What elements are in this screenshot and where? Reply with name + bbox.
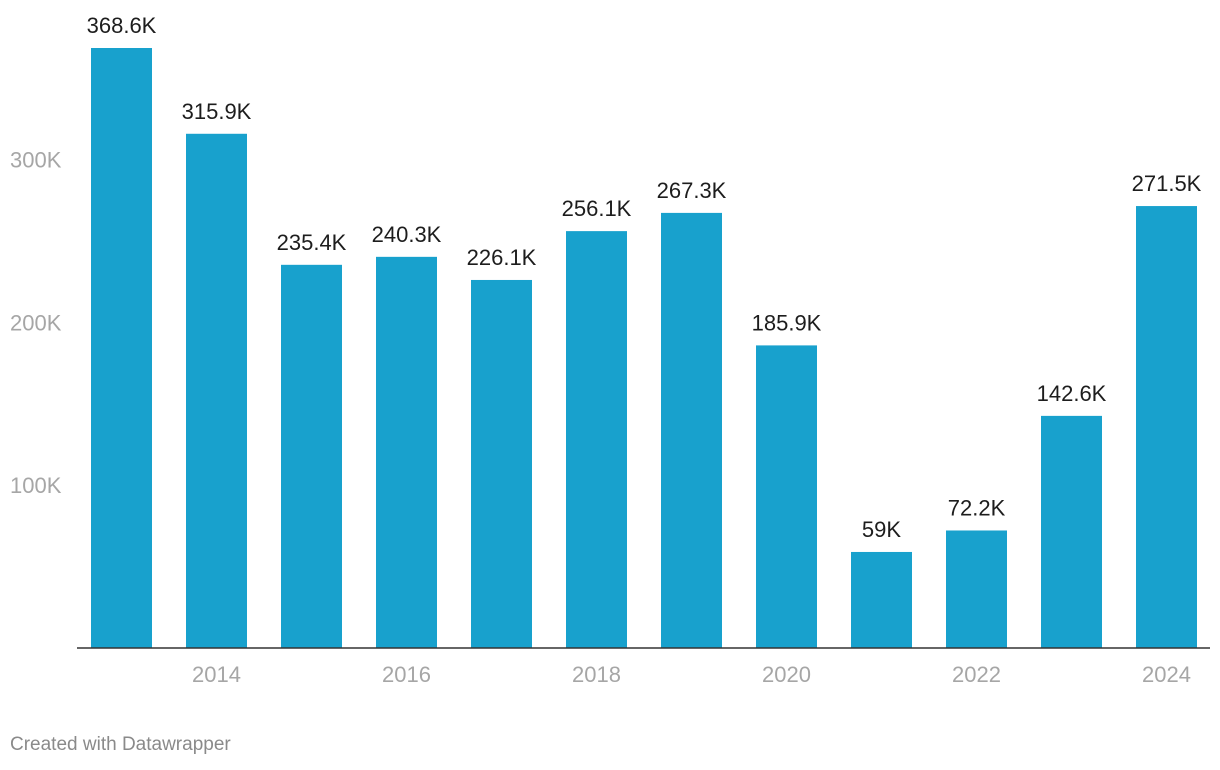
x-tick-label: 2018 xyxy=(572,662,621,687)
bar-value-label: 235.4K xyxy=(277,230,347,255)
bar-2021 xyxy=(851,551,912,648)
bar-value-label: 271.5K xyxy=(1132,171,1202,196)
bar-value-label: 315.9K xyxy=(182,99,252,124)
bar-value-labels: 368.6K 315.9K 235.4K 240.3K 226.1K 256.1K 267.… xyxy=(87,13,1202,542)
x-tick-label: 2022 xyxy=(952,662,1001,687)
bar-value-label: 267.3K xyxy=(657,178,727,203)
y-tick-label: 100K xyxy=(10,473,62,498)
credit-text: Created with Datawrapper xyxy=(10,734,231,755)
y-tick-label: 300K xyxy=(10,148,62,173)
bar-2014 xyxy=(186,133,247,648)
bar-2019 xyxy=(661,212,722,648)
y-tick-label: 200K xyxy=(10,310,62,335)
bars xyxy=(91,48,1197,649)
bar-2020 xyxy=(756,345,817,648)
x-tick-label: 2020 xyxy=(762,662,811,687)
bar-2022 xyxy=(946,530,1007,648)
bar-2023 xyxy=(1041,415,1102,648)
bar-value-label: 368.6K xyxy=(87,13,157,38)
bar-value-label: 256.1K xyxy=(562,196,632,221)
x-tick-label: 2014 xyxy=(192,662,241,687)
bar-2013 xyxy=(91,48,152,648)
bar-2016 xyxy=(376,256,437,648)
bar-value-label: 72.2K xyxy=(948,495,1006,520)
bar-2015 xyxy=(281,264,342,648)
bar-2024 xyxy=(1136,206,1197,649)
y-axis-tick-labels: 100K 200K 300K xyxy=(10,148,62,499)
bar-2018 xyxy=(566,231,627,648)
x-tick-label: 2016 xyxy=(382,662,431,687)
bar-value-label: 240.3K xyxy=(372,222,442,247)
bar-chart: 100K 200K 300K 368.6K 315.9K 235.4K 240.3K 226… xyxy=(10,13,1210,687)
x-axis-tick-labels: 2014 2016 2018 2020 2022 2024 xyxy=(192,662,1191,687)
bar-2017 xyxy=(471,279,532,648)
bar-value-label: 185.9K xyxy=(752,310,822,335)
bar-value-label: 226.1K xyxy=(467,245,537,270)
x-tick-label: 2024 xyxy=(1142,662,1191,687)
bar-value-label: 59K xyxy=(862,517,901,542)
bar-value-label: 142.6K xyxy=(1037,381,1107,406)
